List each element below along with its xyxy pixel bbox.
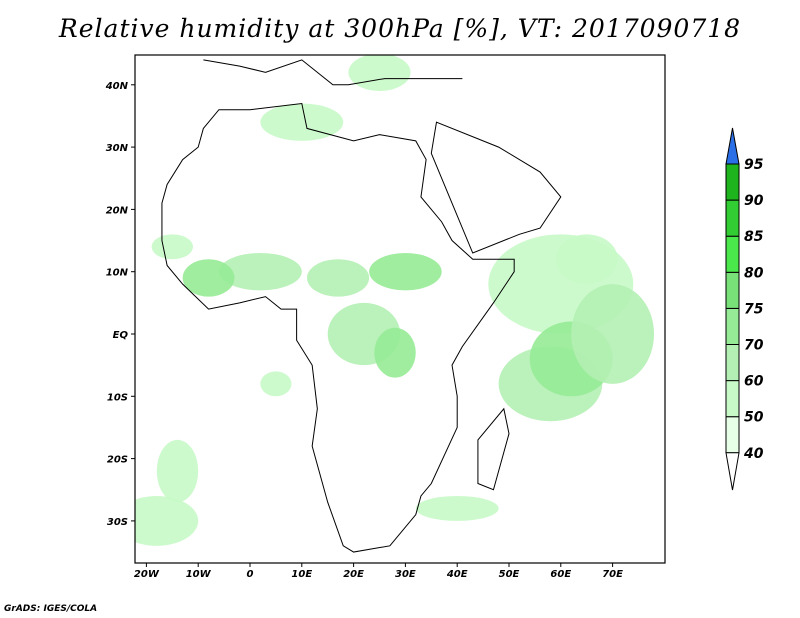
lat-tick-label: 40N bbox=[105, 81, 129, 92]
colorbar-segment bbox=[725, 380, 740, 418]
africa-coastline bbox=[161, 102, 515, 553]
lon-tick-label: 20E bbox=[343, 569, 364, 580]
lon-tick-label: 50E bbox=[499, 569, 520, 580]
lat-tick-label: 30N bbox=[106, 143, 129, 154]
colorbar-label: 60 bbox=[744, 374, 764, 390]
colorbar-over-arrow bbox=[725, 127, 740, 165]
colorbar-label: 75 bbox=[744, 301, 764, 317]
humidity-area bbox=[369, 253, 442, 291]
colorbar-segment bbox=[725, 416, 740, 454]
lat-tick-label: 10N bbox=[106, 268, 129, 279]
lat-tick-label: EQ bbox=[113, 330, 129, 341]
colorbar-label: 50 bbox=[744, 410, 764, 426]
lon-tick-label: 10E bbox=[291, 569, 312, 580]
lon-tick-label: 0 bbox=[247, 569, 254, 580]
lon-tick-label: 60E bbox=[550, 569, 571, 580]
humidity-area bbox=[182, 259, 235, 297]
lat-tick-label: 10S bbox=[107, 392, 128, 403]
humidity-area bbox=[374, 327, 416, 378]
humidity-area bbox=[306, 259, 370, 297]
colorbar-segment bbox=[725, 307, 740, 345]
map-frame bbox=[134, 54, 666, 564]
europe-coastline bbox=[203, 59, 463, 86]
lat-tick-label: 20N bbox=[106, 205, 129, 216]
lat-tick-label: 20S bbox=[107, 455, 128, 466]
colorbar-label: 80 bbox=[744, 265, 764, 281]
humidity-area bbox=[135, 495, 199, 546]
colorbar-label: 70 bbox=[744, 338, 764, 354]
humidity-area bbox=[415, 495, 499, 521]
colorbar-label: 40 bbox=[743, 446, 764, 462]
lon-tick-label: 40E bbox=[446, 569, 468, 580]
humidity-area bbox=[156, 439, 199, 503]
lon-tick-label: 20W bbox=[134, 569, 160, 580]
humidity-area bbox=[218, 253, 302, 291]
humidity-area bbox=[571, 284, 655, 384]
humidity-area bbox=[151, 234, 194, 260]
colorbar-label: 85 bbox=[744, 229, 764, 245]
lon-tick-label: 10W bbox=[186, 569, 212, 580]
map-content bbox=[135, 55, 655, 553]
colorbar-segment bbox=[725, 235, 740, 273]
lat-tick-label: 30S bbox=[107, 517, 128, 528]
lon-tick-label: 30E bbox=[395, 569, 416, 580]
chart-title: Relative humidity at 300hPa [%], VT: 201… bbox=[58, 14, 742, 43]
colorbar-label: 95 bbox=[744, 157, 764, 173]
humidity-area bbox=[260, 103, 344, 141]
lon-tick-label: 70E bbox=[602, 569, 623, 580]
credit-label: GrADS: IGES/COLA bbox=[4, 604, 98, 614]
colorbar-segment bbox=[725, 271, 740, 309]
colorbar-label: 90 bbox=[744, 193, 764, 209]
humidity-area bbox=[555, 234, 618, 285]
colorbar-segment bbox=[725, 344, 740, 382]
humidity-area bbox=[260, 371, 292, 397]
colorbar-segment bbox=[725, 199, 740, 237]
colorbar-segment bbox=[725, 163, 740, 201]
humidity-area bbox=[348, 55, 411, 92]
madagascar-coastline bbox=[477, 407, 510, 491]
arabia-coastline bbox=[430, 121, 562, 254]
colorbar-under-arrow bbox=[725, 452, 740, 491]
